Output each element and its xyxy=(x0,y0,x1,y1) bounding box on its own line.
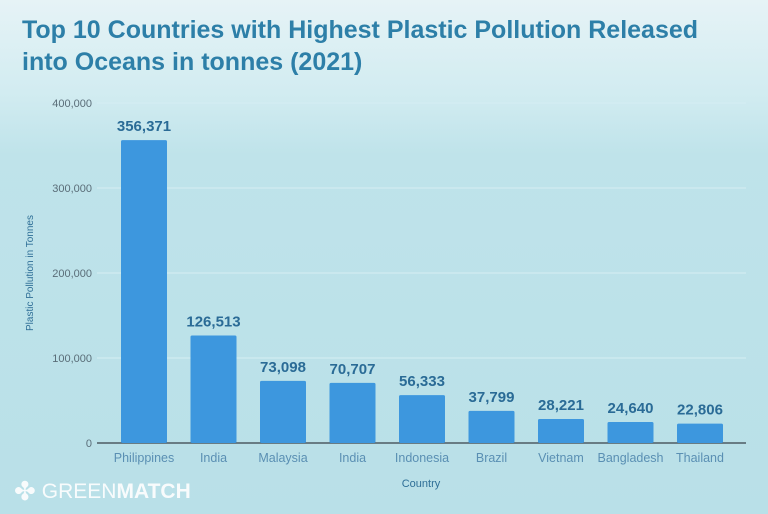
bar xyxy=(399,395,445,443)
data-label: 126,513 xyxy=(186,313,240,330)
data-label: 356,371 xyxy=(117,118,171,135)
bar xyxy=(190,335,237,443)
data-label: 70,707 xyxy=(330,361,376,378)
y-axis-label: Plastic Pollution in Tonnes xyxy=(25,215,36,331)
bar xyxy=(468,410,515,443)
greenmatch-logo: ✤ GREENMATCH xyxy=(14,476,191,507)
data-label: 73,098 xyxy=(260,359,306,376)
bar xyxy=(329,382,376,443)
bar xyxy=(677,423,723,443)
x-tick-label: Philippines xyxy=(114,451,174,465)
clover-icon: ✤ xyxy=(14,476,36,506)
y-tick-label: 100,000 xyxy=(52,353,92,365)
bar xyxy=(607,422,654,443)
chart-title: Top 10 Countries with Highest Plastic Po… xyxy=(22,16,699,76)
x-tick-label: Brazil xyxy=(476,451,507,465)
bar xyxy=(121,140,167,443)
logo-text-light: GREEN xyxy=(41,479,117,503)
logo-text-bold: MATCH xyxy=(116,479,191,503)
x-tick-label: Indonesia xyxy=(395,451,449,465)
x-tick-label: India xyxy=(200,451,227,465)
data-label: 56,333 xyxy=(399,373,445,390)
bar xyxy=(260,380,306,443)
x-tick-label: Thailand xyxy=(676,451,724,465)
data-label: 24,640 xyxy=(608,400,654,417)
x-axis-label: Country xyxy=(402,478,441,490)
y-tick-label: 400,000 xyxy=(52,98,92,110)
y-tick-label: 0 xyxy=(86,438,92,450)
x-tick-label: Bangladesh xyxy=(597,451,663,465)
y-tick-label: 200,000 xyxy=(52,268,92,280)
y-tick-label: 300,000 xyxy=(52,183,92,195)
x-tick-label: India xyxy=(339,451,366,465)
data-label: 22,806 xyxy=(677,402,723,419)
bar xyxy=(538,419,584,443)
x-tick-label: Malaysia xyxy=(258,451,307,465)
data-label: 28,221 xyxy=(538,397,584,414)
x-tick-label: Vietnam xyxy=(538,451,584,465)
data-label: 37,799 xyxy=(469,389,515,406)
